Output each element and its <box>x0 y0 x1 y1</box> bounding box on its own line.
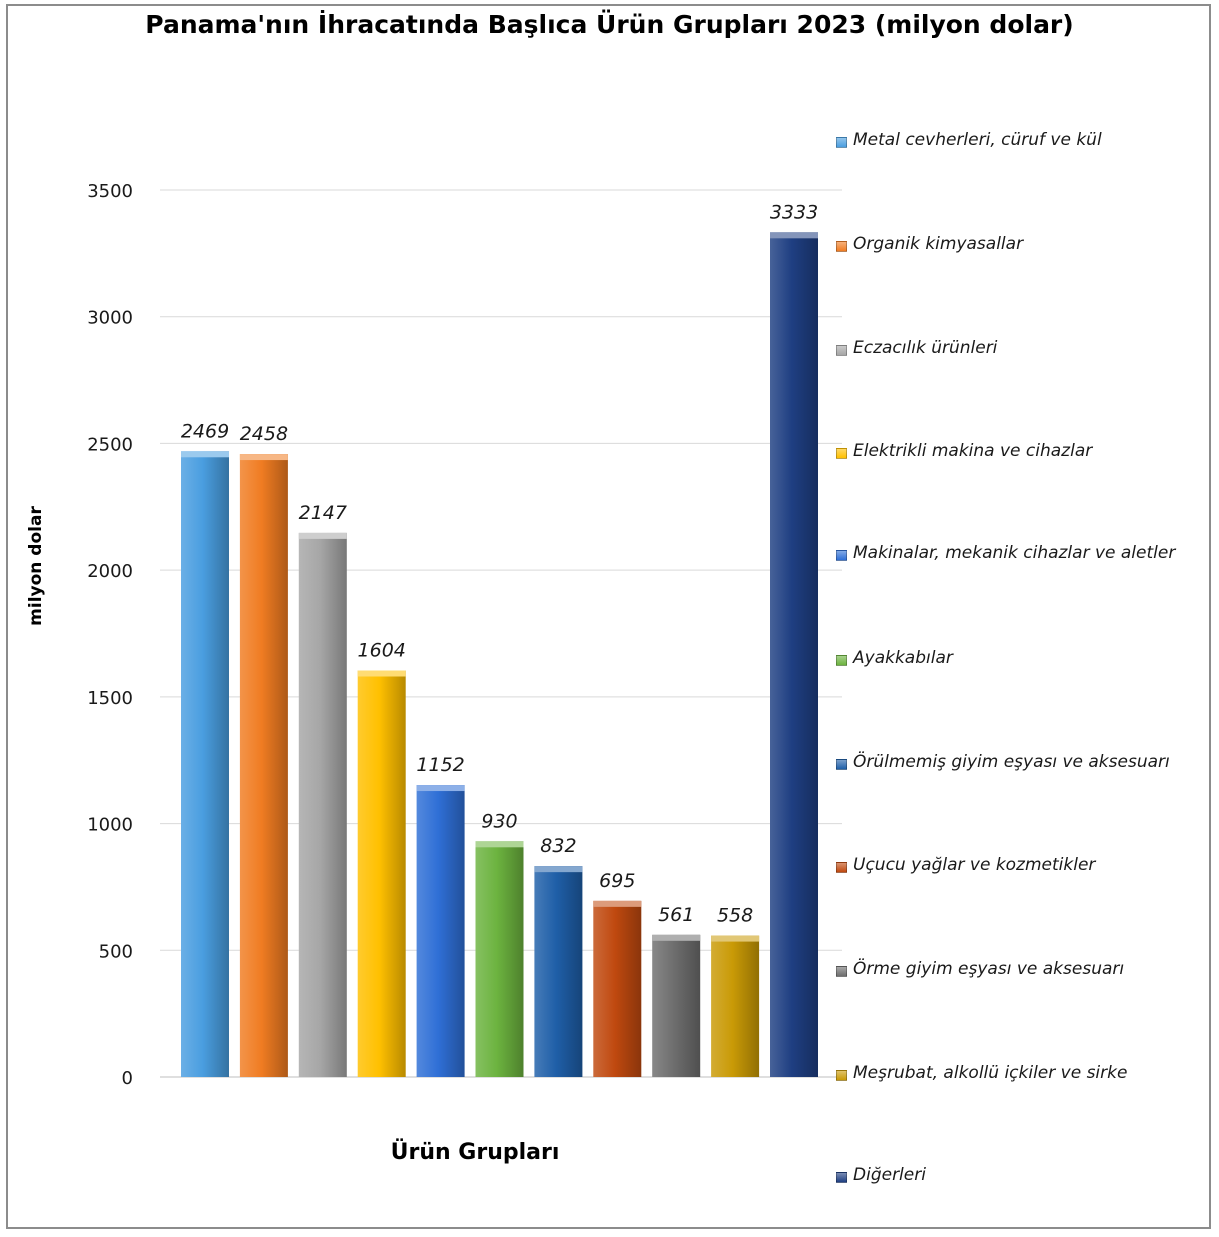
bar-top-highlight <box>652 934 701 941</box>
legend-item: Meşrubat, alkollü içkiler ve sirke <box>836 1063 1127 1089</box>
legend-swatch <box>836 759 847 770</box>
y-tick-label: 500 <box>99 941 133 962</box>
legend-swatch <box>836 1172 847 1183</box>
legend-label: Makinalar, mekanik cihazlar ve aletler <box>853 543 1176 563</box>
data-label: 558 <box>717 905 753 927</box>
legend: Metal cevherleri, cüruf ve kül Organik ki… <box>836 0 1216 1237</box>
legend-swatch <box>836 345 847 356</box>
bar-top-highlight <box>475 841 524 848</box>
bar <box>298 532 347 1077</box>
bar <box>711 935 760 1077</box>
bar-top-highlight <box>770 232 818 239</box>
legend-item: Ayakkabılar <box>836 648 953 674</box>
x-axis-label: Ürün Grupları <box>390 1140 560 1165</box>
data-label: 832 <box>540 835 576 857</box>
bar <box>770 232 818 1077</box>
data-label: 1604 <box>358 640 406 662</box>
bar <box>181 451 229 1077</box>
y-tick-label: 2000 <box>87 561 133 582</box>
bar-top-highlight <box>416 785 465 792</box>
legend-label: Diğerleri <box>853 1165 926 1185</box>
legend-swatch <box>836 862 847 873</box>
legend-swatch <box>836 241 847 252</box>
bar <box>534 866 583 1077</box>
bar-top-highlight <box>181 451 229 458</box>
bar <box>593 900 642 1077</box>
legend-label: Ayakkabılar <box>853 648 953 668</box>
legend-item: Örülmemiş giyim eşyası ve aksesuarı <box>836 752 1170 778</box>
legend-item: Elektrikli makina ve cihazlar <box>836 441 1092 467</box>
bar-top-highlight <box>357 670 406 677</box>
data-label: 695 <box>599 870 635 892</box>
legend-label: Elektrikli makina ve cihazlar <box>853 441 1093 461</box>
bar-top-highlight <box>534 866 583 873</box>
y-tick-labels: 0 500 1000 1500 2000 2500 3000 3500 <box>87 181 133 1089</box>
legend-item: Makinalar, mekanik cihazlar ve aletler <box>836 543 1175 569</box>
legend-swatch <box>836 137 847 148</box>
bar <box>357 670 406 1077</box>
data-label: 1152 <box>416 754 464 776</box>
legend-label: Eczacılık ürünleri <box>853 338 998 358</box>
bar-top-highlight <box>239 454 288 461</box>
legend-swatch <box>836 448 847 459</box>
legend-item: Metal cevherleri, cüruf ve kül <box>836 130 1102 156</box>
legend-swatch <box>836 966 847 977</box>
data-label: 930 <box>481 810 517 832</box>
y-tick-label: 0 <box>122 1068 133 1089</box>
chart-title: Panama'nın İhracatında Başlıca Ürün Grup… <box>145 10 1074 39</box>
legend-label: Örülmemiş giyim eşyası ve aksesuarı <box>853 752 1170 772</box>
legend-item: Uçucu yağlar ve kozmetikler <box>836 855 1095 881</box>
legend-item: Organik kimyasallar <box>836 234 1023 260</box>
legend-item: Eczacılık ürünleri <box>836 338 997 364</box>
legend-label: Organik kimyasallar <box>853 234 1024 254</box>
bar <box>416 785 465 1077</box>
bar-top-highlight <box>298 532 347 539</box>
legend-swatch <box>836 655 847 666</box>
bar-top-highlight <box>711 935 760 942</box>
y-tick-label: 1500 <box>87 688 133 709</box>
legend-label: Metal cevherleri, cüruf ve kül <box>853 130 1102 150</box>
bar <box>239 454 288 1077</box>
legend-swatch <box>836 550 847 561</box>
bar <box>475 841 524 1077</box>
legend-swatch <box>836 1070 847 1081</box>
legend-label: Uçucu yağlar ve kozmetikler <box>853 855 1096 875</box>
legend-label: Örme giyim eşyası ve aksesuarı <box>853 959 1125 979</box>
y-tick-label: 2500 <box>87 434 133 455</box>
data-label: 3333 <box>770 201 818 223</box>
y-tick-label: 1000 <box>87 815 133 836</box>
legend-item: Diğerleri <box>836 1165 926 1191</box>
y-tick-label: 3500 <box>87 181 133 202</box>
data-labels: 2469 2458 2147 1604 1152 930 832 695 561 558 3333 <box>181 201 818 926</box>
y-tick-label: 3000 <box>87 308 133 329</box>
data-label: 2147 <box>299 502 347 524</box>
legend-item: Örme giyim eşyası ve aksesuarı <box>836 959 1124 985</box>
bars <box>181 232 818 1077</box>
legend-label: Meşrubat, alkollü içkiler ve sirke <box>853 1063 1128 1083</box>
bar-top-highlight <box>593 900 642 907</box>
bar <box>652 934 701 1077</box>
data-label: 561 <box>658 904 694 926</box>
data-label: 2469 <box>181 420 229 442</box>
data-label: 2458 <box>240 423 288 445</box>
